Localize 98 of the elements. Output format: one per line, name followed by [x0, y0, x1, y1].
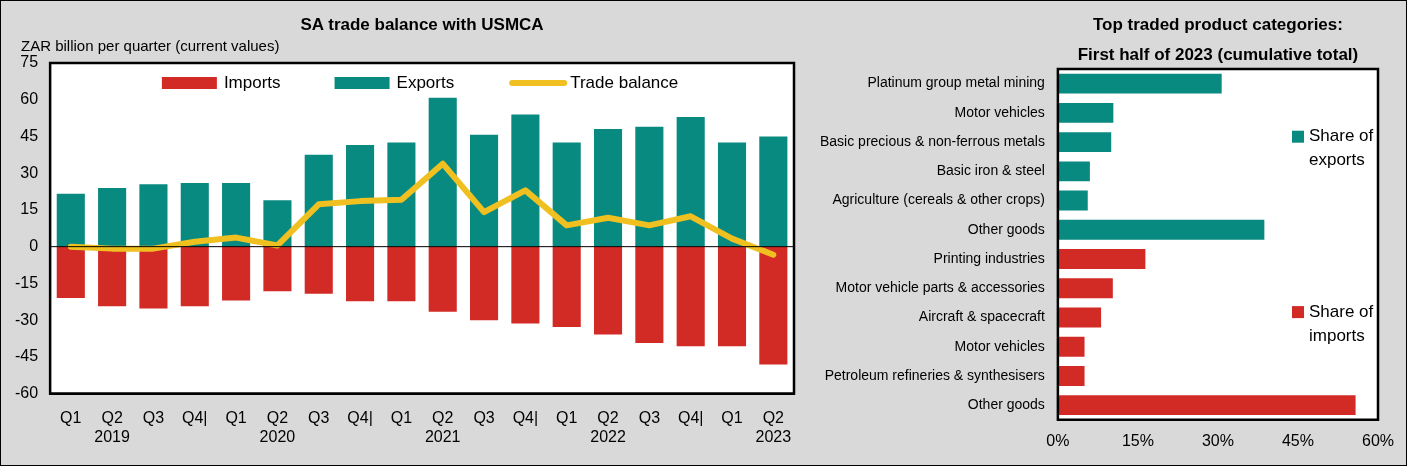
- x-tick-label: Q1: [60, 408, 82, 426]
- x-tick-label: 0%: [1046, 431, 1070, 449]
- bar: [98, 187, 127, 247]
- x-tick-label: 60%: [1361, 431, 1395, 449]
- legend-label: Exports: [396, 72, 455, 92]
- chart-title: Top traded product categories:: [1092, 14, 1343, 34]
- y-tick-label: 60: [20, 90, 39, 108]
- bar: [428, 97, 457, 247]
- y-tick-label: Petroleum refineries & synthesisers: [824, 366, 1045, 383]
- x-tick-label: Q4|: [677, 408, 704, 426]
- bar: [1057, 366, 1085, 386]
- x-tick-label: Q2 2021: [424, 408, 461, 445]
- x-tick-label: Q3: [473, 408, 495, 426]
- x-tick-label: Q1: [225, 408, 247, 426]
- bar: [717, 246, 747, 347]
- bar: [552, 142, 581, 247]
- y-tick-label: -45: [15, 347, 39, 365]
- legend-label: Trade balance: [570, 72, 679, 92]
- bar: [759, 246, 788, 365]
- bar: [635, 126, 664, 247]
- y-tick-label: Other goods: [967, 396, 1045, 413]
- bar: [470, 134, 499, 247]
- x-tick-label: Q1: [556, 408, 578, 426]
- x-tick-label: Q3: [308, 408, 330, 426]
- y-axis-title: ZAR billion per quarter (current values): [21, 37, 280, 55]
- bar: [593, 129, 623, 247]
- x-tick-label: Q1: [390, 408, 413, 426]
- bar: [593, 246, 623, 335]
- x-tick-label: 45%: [1281, 431, 1314, 449]
- x-tick-label: 15%: [1121, 431, 1154, 449]
- bar: [1057, 102, 1114, 123]
- bar: [304, 154, 333, 247]
- bar: [1057, 190, 1088, 211]
- bar: [1057, 307, 1102, 328]
- y-tick-label: 75: [20, 53, 39, 71]
- bar: [635, 246, 664, 343]
- bar: [428, 246, 457, 312]
- x-tick-label: Q4|: [182, 408, 208, 426]
- bar: [346, 145, 375, 247]
- bar: [1057, 336, 1085, 357]
- y-tick-label: 0: [29, 237, 39, 255]
- legend-label: Imports: [223, 72, 281, 92]
- bar: [676, 116, 705, 247]
- bar: [180, 246, 209, 307]
- bar: [511, 114, 540, 247]
- y-tick-label: Basic precious & non-ferrous metals: [820, 132, 1045, 149]
- bar: [139, 184, 168, 247]
- bar: [139, 246, 168, 309]
- bar: [304, 246, 333, 294]
- y-tick-label: Motor vehicles: [954, 337, 1045, 354]
- bar: [1057, 161, 1090, 182]
- chart-subtitle: First half of 2023 (cumulative total): [1077, 44, 1359, 64]
- x-tick-label: Q2 2023: [755, 408, 792, 445]
- y-tick-label: -60: [15, 384, 39, 402]
- bar: [56, 246, 85, 299]
- bar: [56, 193, 85, 247]
- y-tick-label: 45: [20, 126, 39, 144]
- bar: [552, 246, 581, 327]
- bar: [511, 246, 540, 324]
- bar: [1057, 278, 1113, 299]
- x-tick-label: Q3: [142, 408, 165, 426]
- x-tick-label: Q2 2020: [259, 408, 296, 445]
- bar: [470, 246, 499, 321]
- y-tick-label: Aircraft & spacecraft: [918, 308, 1045, 325]
- bar: [1057, 249, 1146, 269]
- y-tick-label: Other goods: [967, 220, 1045, 237]
- bar: [676, 246, 705, 347]
- bar: [263, 246, 292, 292]
- bar: [222, 246, 251, 301]
- bar: [1057, 132, 1112, 153]
- bar: [1057, 395, 1356, 416]
- legend-label: Share of imports: [1309, 301, 1374, 345]
- y-tick-label: -15: [15, 273, 39, 291]
- y-tick-label: 15: [20, 200, 39, 218]
- y-tick-label: Printing industries: [933, 249, 1045, 266]
- chart-title: SA trade balance with USMCA: [300, 14, 544, 34]
- bar: [387, 142, 416, 247]
- x-tick-label: Q2 2019: [94, 408, 131, 445]
- bar: [1057, 73, 1222, 94]
- x-tick-label: Q3: [638, 408, 661, 426]
- y-tick-label: Motor vehicle parts & accessories: [835, 279, 1045, 296]
- x-tick-label: Q2 2022: [590, 408, 626, 445]
- y-tick-label: Platinum group metal mining: [867, 74, 1045, 91]
- x-tick-label: 30%: [1201, 431, 1234, 449]
- y-tick-label: Agriculture (cereals & other crops): [832, 191, 1045, 208]
- y-tick-label: 30: [20, 163, 39, 181]
- y-tick-label: Basic iron & steel: [936, 162, 1045, 179]
- bar: [346, 246, 375, 302]
- bar: [387, 246, 416, 302]
- x-tick-label: Q4|: [512, 408, 539, 426]
- bar: [1057, 219, 1265, 240]
- y-tick-label: Motor vehicles: [954, 103, 1045, 120]
- bar: [717, 142, 747, 247]
- legend-label: Share of exports: [1309, 126, 1374, 170]
- x-tick-label: Q1: [721, 408, 743, 426]
- bar: [759, 136, 788, 247]
- y-tick-label: -30: [15, 310, 39, 328]
- x-tick-label: Q4|: [347, 408, 373, 426]
